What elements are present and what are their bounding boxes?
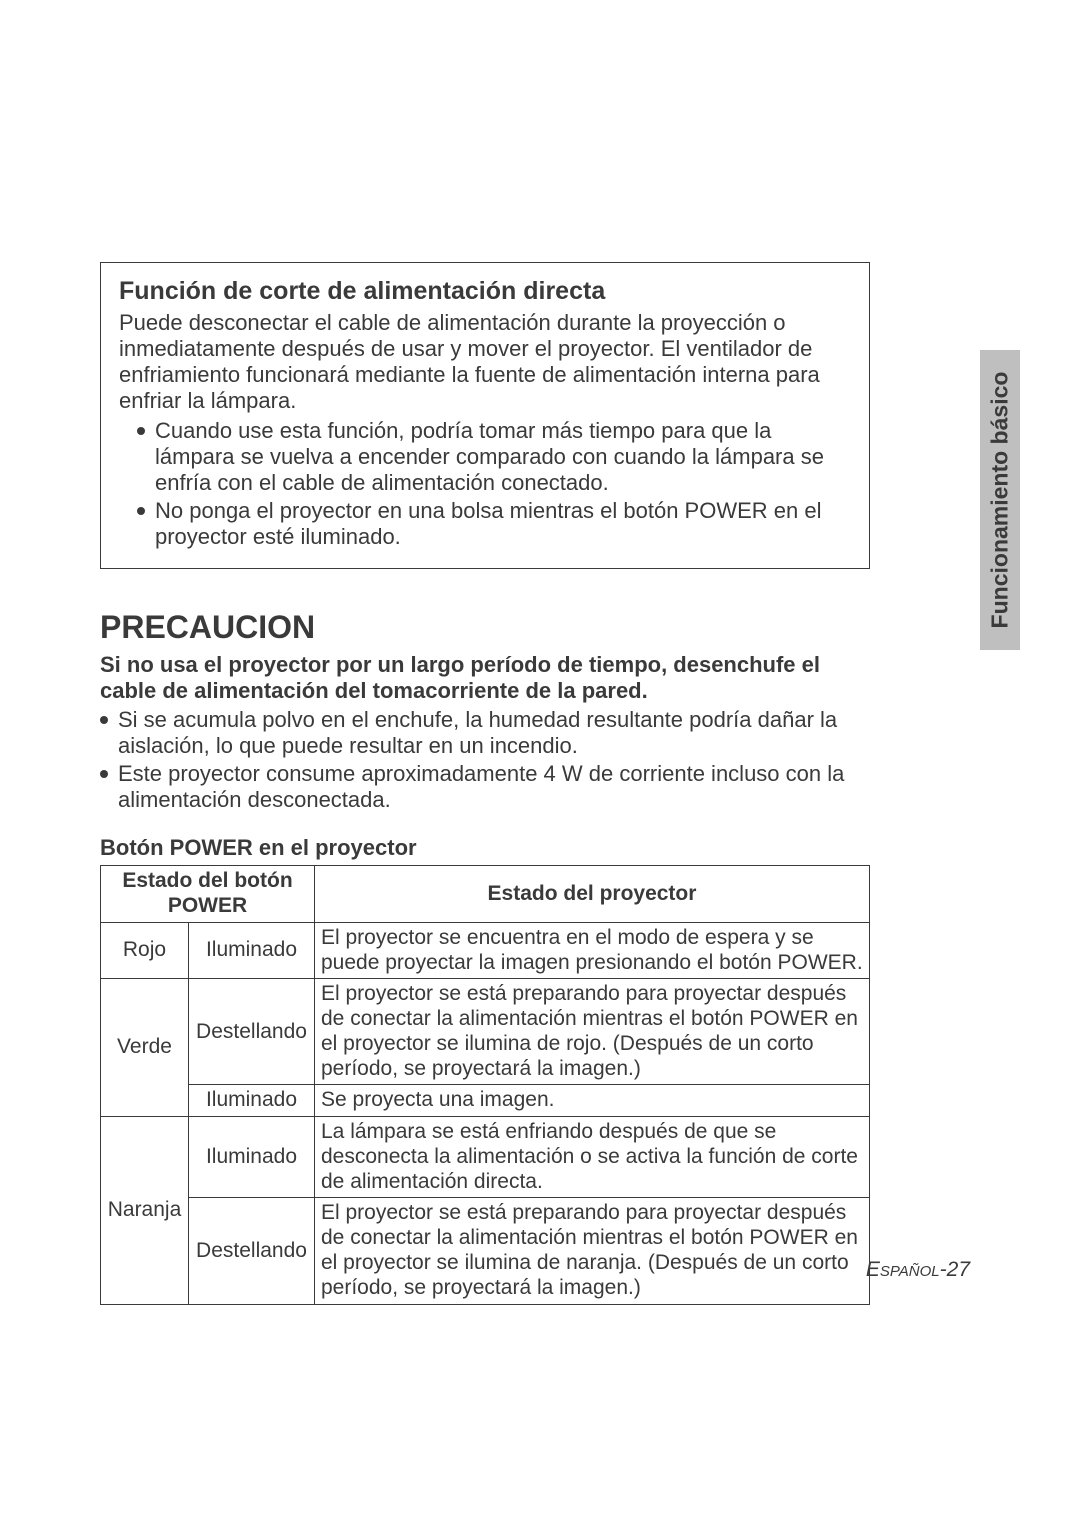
table-row: Rojo Iluminado El proyector se encuentra… (101, 922, 870, 979)
table-cell-color: Naranja (101, 1117, 189, 1304)
table-cell-desc: El proyector se está preparando para pro… (315, 979, 870, 1085)
table-header: Estado del botón POWER (101, 866, 315, 923)
power-table: Estado del botón POWER Estado del proyec… (100, 865, 870, 1304)
footer-lang: Español (866, 1258, 940, 1281)
table-header: Estado del proyector (315, 866, 870, 923)
page-footer: Español-27 (866, 1258, 970, 1282)
table-cell-desc: La lámpara se está enfriando después de … (315, 1117, 870, 1198)
list-item: Si se acumula polvo en el enchufe, la hu… (100, 707, 870, 759)
info-box: Función de corte de alimentación directa… (100, 262, 870, 569)
box-bullet-list: Cuando use esta función, podría tomar má… (119, 418, 851, 550)
table-cell-state: Destellando (189, 1198, 315, 1304)
precaucion-bullet-list: Si se acumula polvo en el enchufe, la hu… (100, 707, 870, 813)
table-header-row: Estado del botón POWER Estado del proyec… (101, 866, 870, 923)
table-row: Iluminado Se proyecta una imagen. (101, 1085, 870, 1117)
table-cell-desc: Se proyecta una imagen. (315, 1085, 870, 1117)
table-row: Verde Destellando El proyector se está p… (101, 979, 870, 1085)
precaucion-heading: PRECAUCION (100, 609, 870, 646)
box-title: Función de corte de alimentación directa (119, 277, 851, 306)
side-tab: Funcionamiento básico (980, 350, 1020, 650)
page-content: Función de corte de alimentación directa… (100, 262, 870, 1305)
table-cell-state: Iluminado (189, 1117, 315, 1198)
box-paragraph: Puede desconectar el cable de alimentaci… (119, 310, 851, 414)
list-item: No ponga el proyector en una bolsa mient… (137, 498, 851, 550)
table-cell-state: Iluminado (189, 1085, 315, 1117)
table-cell-state: Destellando (189, 979, 315, 1085)
table-cell-desc: El proyector se está preparando para pro… (315, 1198, 870, 1304)
table-title: Botón POWER en el proyector (100, 835, 870, 861)
list-item: Cuando use esta función, podría tomar má… (137, 418, 851, 496)
table-cell-color: Rojo (101, 922, 189, 979)
table-row: Destellando El proyector se está prepara… (101, 1198, 870, 1304)
list-item: Este proyector consume aproximadamente 4… (100, 761, 870, 813)
table-cell-color: Verde (101, 979, 189, 1117)
table-row: Naranja Iluminado La lámpara se está enf… (101, 1117, 870, 1198)
side-tab-label: Funcionamiento básico (987, 372, 1014, 629)
table-cell-desc: El proyector se encuentra en el modo de … (315, 922, 870, 979)
precaucion-bold: Si no usa el proyector por un largo perí… (100, 652, 870, 704)
table-cell-state: Iluminado (189, 922, 315, 979)
footer-page: -27 (940, 1258, 970, 1281)
